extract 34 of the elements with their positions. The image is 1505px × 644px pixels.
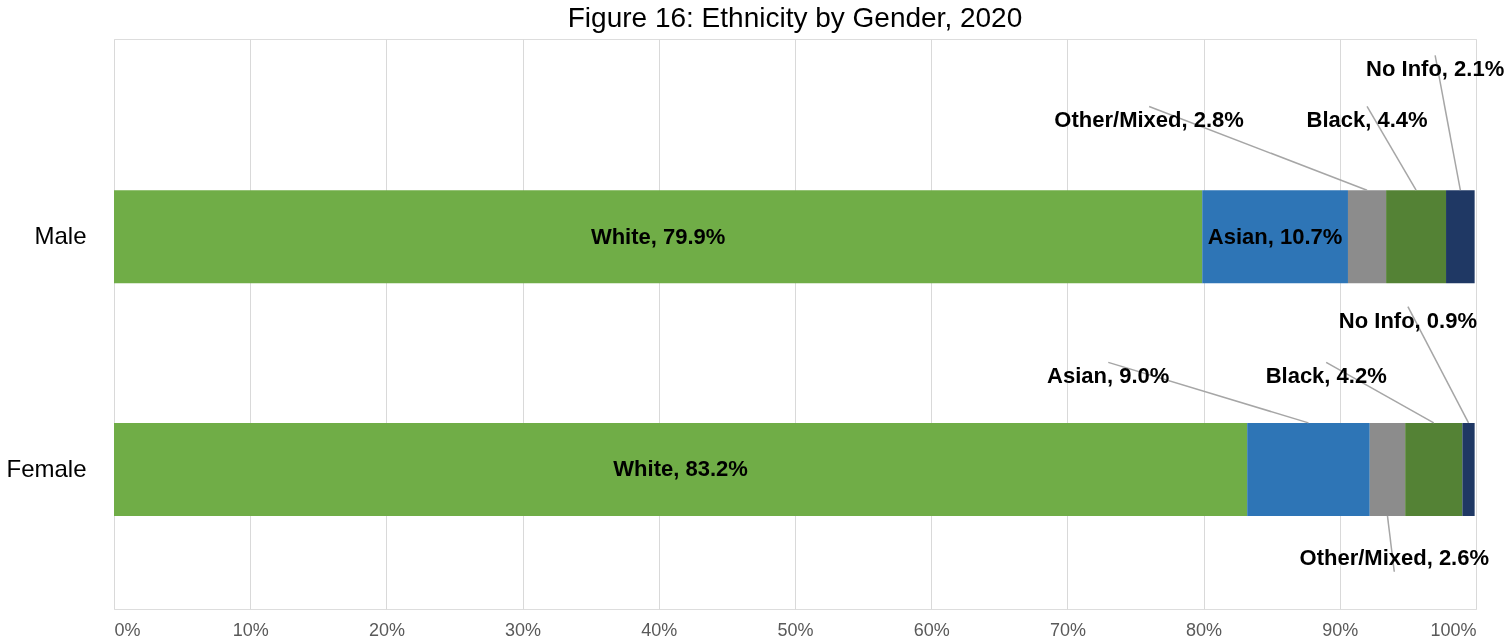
x-tick-label: 0% <box>114 619 141 640</box>
bar <box>1247 422 1370 516</box>
x-tick-label: 10% <box>232 619 269 640</box>
y-tick-label: Male <box>34 222 87 250</box>
x-tick-label: 60% <box>913 619 950 640</box>
bar <box>1347 190 1387 284</box>
data-label: No Info, 2.1% <box>1366 56 1505 82</box>
data-label: Other/Mixed, 2.8% <box>1054 107 1244 133</box>
x-tick-label: 90% <box>1322 619 1359 640</box>
x-tick-label: 80% <box>1186 619 1223 640</box>
data-label: White, 79.9% <box>590 223 726 249</box>
bar <box>1202 190 1348 284</box>
x-tick-label: 50% <box>777 619 814 640</box>
data-label: Other/Mixed, 2.6% <box>1299 544 1490 570</box>
data-label: Asian, 10.7% <box>1207 223 1343 249</box>
bar <box>1405 422 1463 516</box>
y-tick-label: Female <box>6 454 87 482</box>
x-tick-label: 30% <box>505 619 542 640</box>
bar <box>114 190 1203 284</box>
data-label: Asian, 9.0% <box>1047 363 1170 389</box>
x-tick-label: 40% <box>641 619 678 640</box>
data-label: No Info, 0.9% <box>1338 307 1477 333</box>
x-tick-label: 100% <box>1430 619 1477 640</box>
bar <box>1446 190 1475 284</box>
x-tick-label: 20% <box>368 619 405 640</box>
bar <box>1369 422 1406 516</box>
bar <box>1462 422 1475 516</box>
data-label: Black, 4.2% <box>1265 363 1387 389</box>
data-label: White, 83.2% <box>613 456 748 482</box>
bar <box>1386 190 1447 284</box>
x-tick-label: 70% <box>1049 619 1086 640</box>
data-label: Black, 4.4% <box>1306 107 1428 133</box>
bar <box>114 422 1248 516</box>
chart-title: Figure 16: Ethnicity by Gender, 2020 <box>567 2 1023 33</box>
